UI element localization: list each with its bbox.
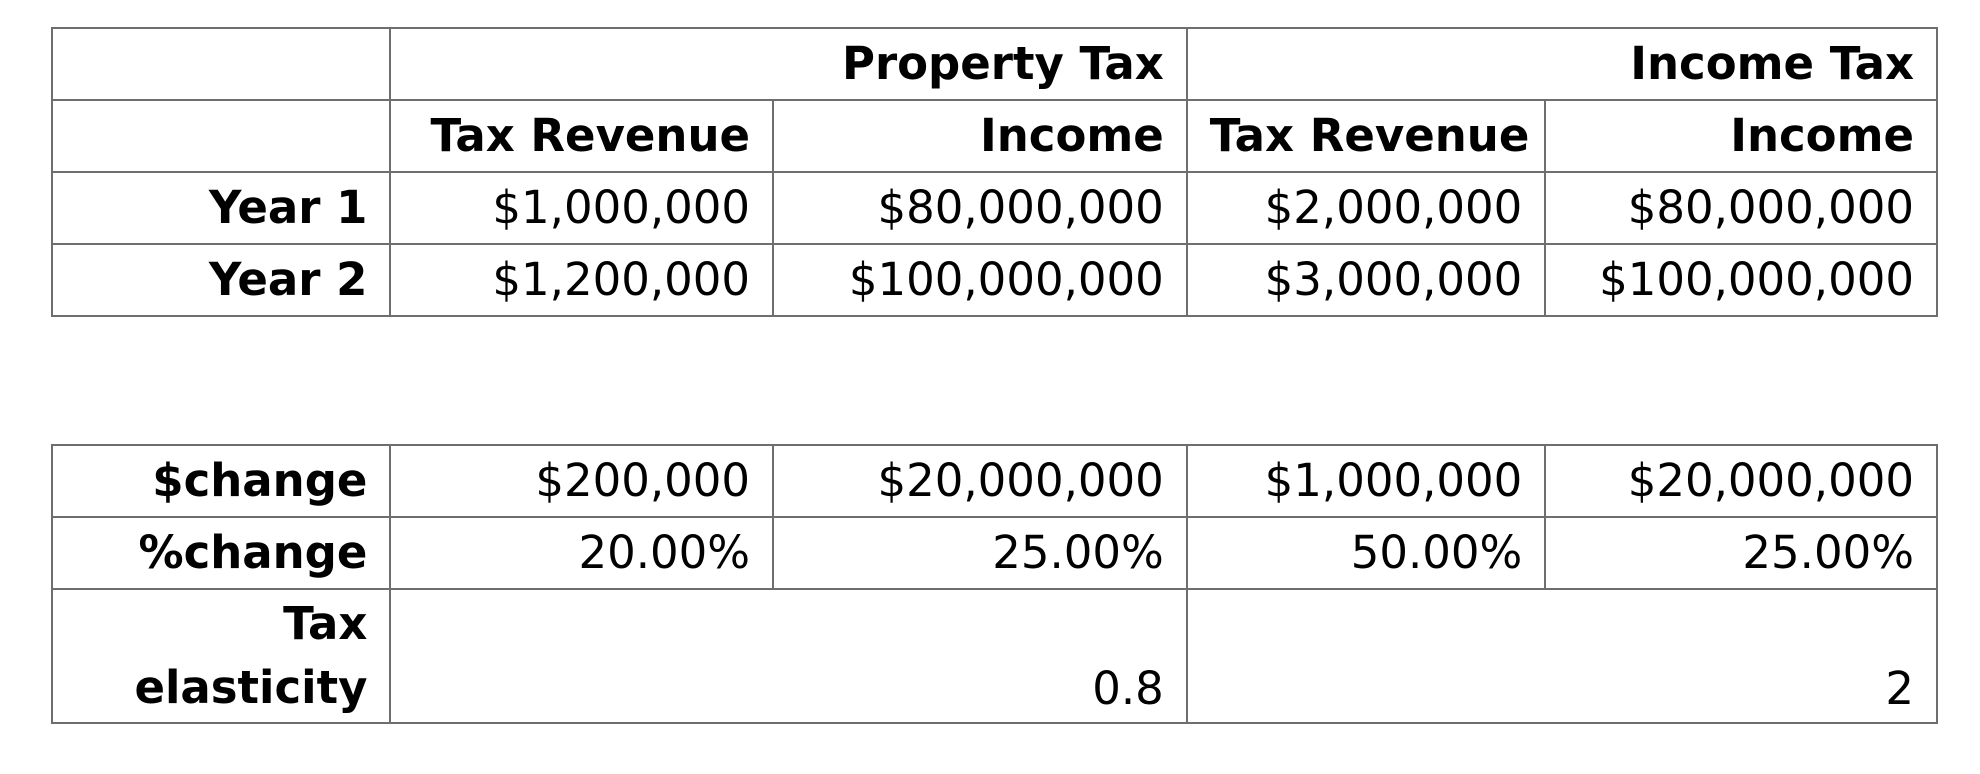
income-income-header: Income [1544,99,1938,173]
table-row: Year 2 $1,200,000 $100,000,000 $3,000,00… [50,243,1938,317]
table-cell: $100,000,000 [1544,243,1938,317]
table-row: Year 1 $1,000,000 $80,000,000 $2,000,000… [50,171,1938,245]
table-cell: $80,000,000 [772,171,1188,245]
table-cell: $20,000,000 [1544,444,1938,518]
corner-cell [50,99,392,173]
property-tax-elasticity: 0.8 [389,588,1188,724]
tax-change-table: $change $200,000 $20,000,000 $1,000,000 … [50,444,1939,724]
table-cell: $1,000,000 [389,171,775,245]
corner-cell [50,27,392,101]
row-label: Year 1 [50,171,392,245]
table-cell: $80,000,000 [1544,171,1938,245]
elasticity-row: Tax elasticity 0.8 2 [50,588,1939,724]
table-cell: $1,200,000 [389,243,775,317]
sub-header-row: Tax Revenue Income Tax Revenue Income [50,99,1938,173]
income-tax-elasticity: 2 [1185,588,1939,724]
table-cell: 20.00% [389,516,775,590]
table-row: $change $200,000 $20,000,000 $1,000,000 … [50,444,1938,518]
elasticity-label: Tax elasticity [50,588,392,724]
income-tax-revenue-header: Tax Revenue [1185,99,1547,173]
table-cell: $2,000,000 [1185,171,1547,245]
table-cell: $200,000 [389,444,775,518]
tax-data-table: Property Tax Income Tax Tax Revenue Inco… [50,27,1939,317]
table-cell: $3,000,000 [1185,243,1547,317]
table-cell: 25.00% [1544,516,1938,590]
property-tax-header: Property Tax [389,27,1188,101]
table-cell: $100,000,000 [772,243,1188,317]
property-income-header: Income [772,99,1188,173]
row-label: Year 2 [50,243,392,317]
table-cell: 25.00% [772,516,1188,590]
table-cell: $1,000,000 [1185,444,1547,518]
table-cell: 50.00% [1185,516,1547,590]
group-header-row: Property Tax Income Tax [50,27,1939,101]
table-cell: $20,000,000 [772,444,1188,518]
table-row: %change 20.00% 25.00% 50.00% 25.00% [50,516,1938,590]
row-label: %change [50,516,392,590]
row-label: $change [50,444,392,518]
income-tax-header: Income Tax [1185,27,1939,101]
property-tax-revenue-header: Tax Revenue [389,99,775,173]
